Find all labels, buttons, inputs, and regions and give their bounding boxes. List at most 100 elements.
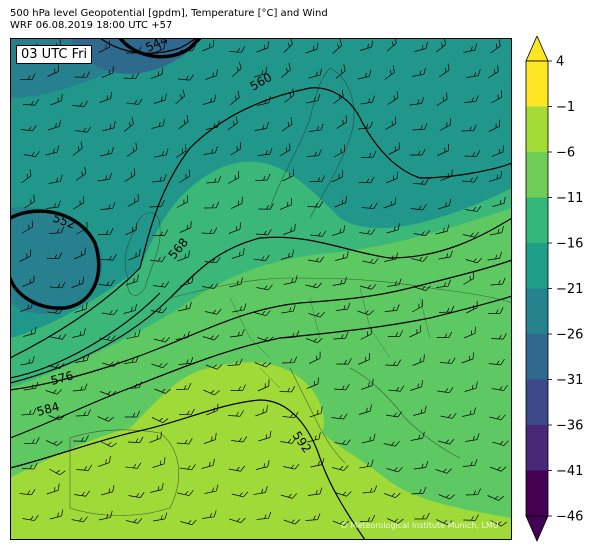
- wind-barb: [361, 433, 376, 444]
- wind-barb: [227, 116, 238, 131]
- wind-barb: [306, 337, 323, 344]
- wind-barb: [465, 433, 480, 442]
- wind-barb: [464, 381, 478, 392]
- wind-barbs: [19, 38, 509, 527]
- wind-barb: [256, 41, 269, 53]
- wind-barb: [20, 73, 36, 80]
- wind-barb: [358, 176, 375, 184]
- wind-barb: [98, 228, 114, 235]
- wind-barb: [437, 438, 455, 445]
- wind-barb: [282, 411, 299, 419]
- wind-barb: [333, 383, 350, 391]
- wind-barb: [21, 169, 32, 184]
- wind-barb: [23, 99, 39, 106]
- wind-barb: [128, 492, 145, 498]
- coastline-italy: [289, 367, 346, 464]
- wind-barb: [204, 484, 219, 494]
- colorbar-tick-label: −16: [556, 237, 583, 252]
- wind-barb: [334, 439, 351, 446]
- wind-barb: [126, 329, 141, 339]
- wind-barb: [358, 404, 372, 415]
- wind-barb: [413, 178, 429, 185]
- colorbar-tick-label: −41: [556, 464, 583, 479]
- wind-barb: [231, 491, 249, 498]
- wind-barb: [309, 406, 323, 418]
- wind-barb: [280, 493, 298, 499]
- wind-barb: [463, 95, 479, 103]
- wind-barb: [76, 221, 88, 235]
- wind-barb: [335, 251, 349, 261]
- wind-barb: [230, 384, 246, 391]
- wind-barb: [125, 46, 142, 54]
- wind-barb: [331, 413, 348, 420]
- wind-barb: [283, 275, 298, 285]
- wind-barb: [279, 385, 296, 393]
- wind-barb: [257, 96, 271, 106]
- wind-barb: [21, 463, 38, 470]
- contour-576: [10, 259, 512, 391]
- wind-barb: [50, 93, 63, 106]
- wind-barb: [309, 123, 324, 132]
- wind-barb: [99, 390, 117, 396]
- wind-barb: [437, 386, 454, 394]
- wind-barb: [492, 440, 509, 446]
- wind-barb: [414, 512, 430, 520]
- wind-barb: [462, 176, 479, 183]
- wind-barb: [386, 223, 400, 234]
- wind-barb: [204, 256, 221, 264]
- wind-barb: [151, 417, 169, 423]
- wind-barb: [412, 354, 425, 366]
- wind-barb: [150, 255, 166, 262]
- colorbar-band: [526, 425, 548, 471]
- wind-barb: [48, 415, 65, 421]
- wind-barb: [440, 412, 457, 419]
- wind-barb: [151, 362, 168, 369]
- wind-barb: [19, 488, 36, 496]
- wind-barb: [230, 141, 242, 156]
- wind-barb: [255, 173, 271, 181]
- wind-barb: [281, 304, 296, 314]
- wind-barb: [21, 220, 33, 234]
- wind-barb: [461, 352, 475, 364]
- wind-barb: [73, 196, 85, 210]
- wind-barb: [488, 119, 501, 132]
- wind-barb: [333, 332, 349, 340]
- wind-barb: [489, 226, 504, 236]
- wind-barb: [491, 384, 508, 391]
- wind-barb: [335, 491, 352, 497]
- wind-barb: [206, 403, 219, 416]
- wind-barb: [228, 410, 244, 417]
- wind-barb: [152, 457, 166, 468]
- wind-barb: [359, 228, 376, 235]
- wind-barb: [386, 38, 397, 52]
- wind-barb: [414, 285, 431, 292]
- temp-band-warm-west: [10, 496, 70, 540]
- coastline-balkans: [349, 367, 461, 459]
- wind-barb: [180, 275, 194, 287]
- colorbar-tick-label: −6: [556, 146, 575, 161]
- wind-barb: [384, 304, 400, 312]
- wind-barb: [73, 435, 89, 442]
- wind-barb: [180, 519, 197, 526]
- wind-barb: [153, 336, 171, 343]
- coastline-europe: [169, 277, 512, 304]
- wind-barb: [487, 495, 504, 501]
- wind-barb: [203, 201, 220, 209]
- wind-barb: [126, 142, 138, 157]
- wind-barb: [150, 483, 164, 493]
- wind-barb: [362, 258, 379, 264]
- wind-barb: [284, 330, 300, 339]
- wind-barb: [388, 142, 400, 155]
- wind-barb: [257, 379, 270, 392]
- wind-barb: [203, 146, 218, 155]
- wind-barb: [23, 326, 37, 337]
- temp-band-colder-low: [10, 207, 103, 314]
- wind-barb: [179, 169, 190, 183]
- wind-barb: [466, 69, 481, 78]
- wind-barb: [438, 250, 453, 260]
- wind-barb: [22, 514, 39, 521]
- wind-barb: [387, 518, 404, 524]
- wind-barb: [305, 282, 322, 289]
- wind-barb: [179, 464, 196, 471]
- wind-barb: [358, 121, 373, 130]
